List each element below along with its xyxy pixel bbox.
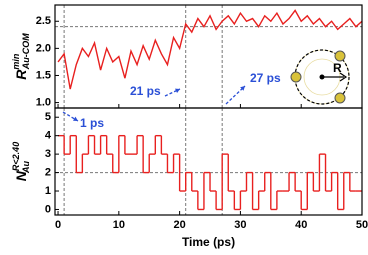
y-tick-label: 0 [45,203,51,215]
inset-arrow [339,72,348,82]
y-tick-label: 2 [45,166,51,178]
y-label-main: N [13,170,29,181]
annotation-arrowhead [175,88,180,94]
inset-circle [294,49,350,105]
annotation-arrowhead [240,86,245,91]
inset-label: R [333,61,342,75]
x-tick-label: 20 [173,219,185,231]
annotation-arrow [62,111,79,122]
y-tick-label: 4 [45,130,52,142]
annotation: 21 ps [130,84,161,98]
x-tick-label: 30 [234,219,246,231]
y-tick-label: 1.5 [36,69,51,81]
y-label-sup: R<2.40 [11,142,21,171]
annotation-arrowhead [73,116,78,121]
y-axis-label: NR<2.40Au [11,142,31,181]
x-tick-label: 50 [356,219,368,231]
inset-atom [334,50,346,62]
inset-atom [290,71,302,83]
inset: R [290,49,350,105]
y-tick-label: 1 [45,185,51,197]
y-label-sup: min [11,53,21,70]
y-label-main: R [13,69,29,80]
data-line [57,9,363,90]
x-tick-label: 40 [295,219,307,231]
y-tick-label: 3 [45,148,51,160]
inset-atom [334,92,346,104]
x-tick-label: 10 [113,219,125,231]
plot-frame [54,4,363,109]
plot-frame [54,107,363,216]
y-label-sub: Au-COM [21,33,31,70]
annotation-arrow [164,88,181,97]
y-tick-label: 2.5 [36,15,51,27]
y-label-sub: Au [21,160,31,173]
y-tick-label: 1.0 [36,96,51,108]
y-axis-label: RminAu-COM [11,33,31,80]
x-tick-label: 0 [55,219,61,231]
annotation: 27 ps [250,71,281,85]
x-axis-label: Time (ps) [182,235,235,249]
y-tick-label: 2.0 [36,42,51,54]
annotation: 1 ps [80,116,104,130]
y-tick-label: 5 [45,111,51,123]
